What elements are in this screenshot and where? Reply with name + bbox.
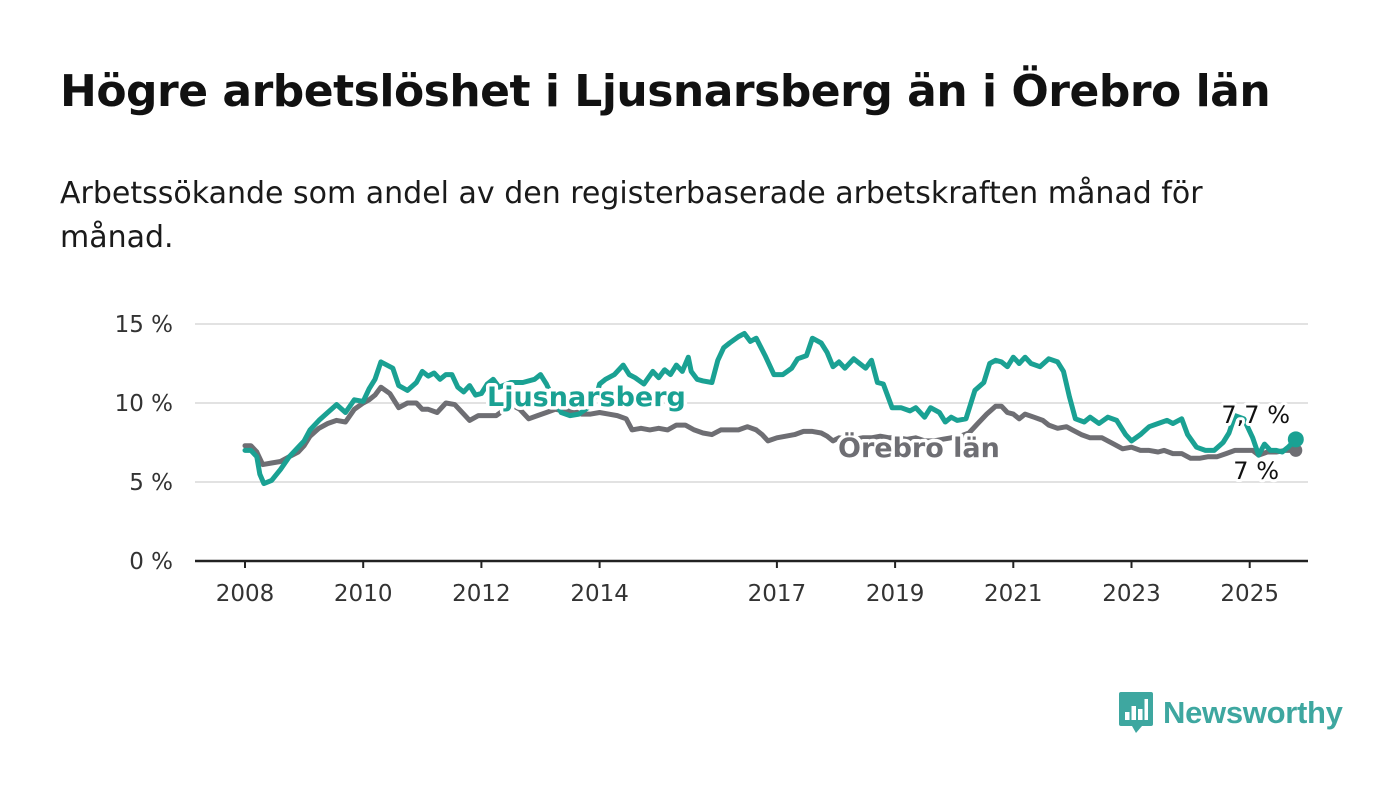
x-tick-label: 2010 <box>334 581 393 607</box>
x-tick-label: 2012 <box>452 581 511 607</box>
x-tick-label: 2014 <box>570 581 629 607</box>
endpoint-marker-ljusnarsberg <box>1287 431 1304 448</box>
endpoint-marker-orebro-lan <box>1289 443 1303 457</box>
y-tick-label: 0 % <box>129 549 173 575</box>
series-labels: Ljusnarsberg Örebro län 7,7 % 7 % <box>484 379 1294 489</box>
y-axis-ticks: 0 % 5 % 10 % 15 % <box>115 312 173 575</box>
bar-chart-speech-bubble-icon <box>1119 692 1153 733</box>
end-value-label-orebro-lan: 7 % <box>1233 457 1279 485</box>
series-line-orebro-lan <box>242 384 1299 468</box>
end-value-label-ljusnarsberg: 7,7 % <box>1221 401 1290 429</box>
x-axis-ticks: 2008 2010 2012 2014 2017 2019 2021 2023 2025 <box>216 561 1279 607</box>
x-tick-label: 2019 <box>866 581 925 607</box>
x-tick-label: 2025 <box>1220 581 1279 607</box>
y-tick-label: 15 % <box>115 312 173 338</box>
series-label-orebro-lan: Örebro län <box>838 431 1000 464</box>
x-tick-label: 2008 <box>216 581 275 607</box>
series-line-ljusnarsberg <box>242 331 1299 487</box>
y-tick-label: 10 % <box>115 391 173 417</box>
newsworthy-logo: Newsworthy <box>1118 690 1343 736</box>
chart-title: Högre arbetslöshet i Ljusnarsberg än i Ö… <box>60 66 1271 117</box>
brand-name: Newsworthy <box>1163 695 1343 730</box>
series-label-ljusnarsberg: Ljusnarsberg <box>487 382 686 413</box>
chart-subtitle: Arbetssökande som andel av den registerb… <box>60 176 1203 255</box>
x-tick-label: 2023 <box>1102 581 1161 607</box>
x-tick-label: 2017 <box>748 581 807 607</box>
series-lines <box>242 331 1304 487</box>
grid-lines <box>195 323 1308 563</box>
x-tick-label: 2021 <box>984 581 1043 607</box>
y-tick-label: 5 % <box>129 470 173 496</box>
